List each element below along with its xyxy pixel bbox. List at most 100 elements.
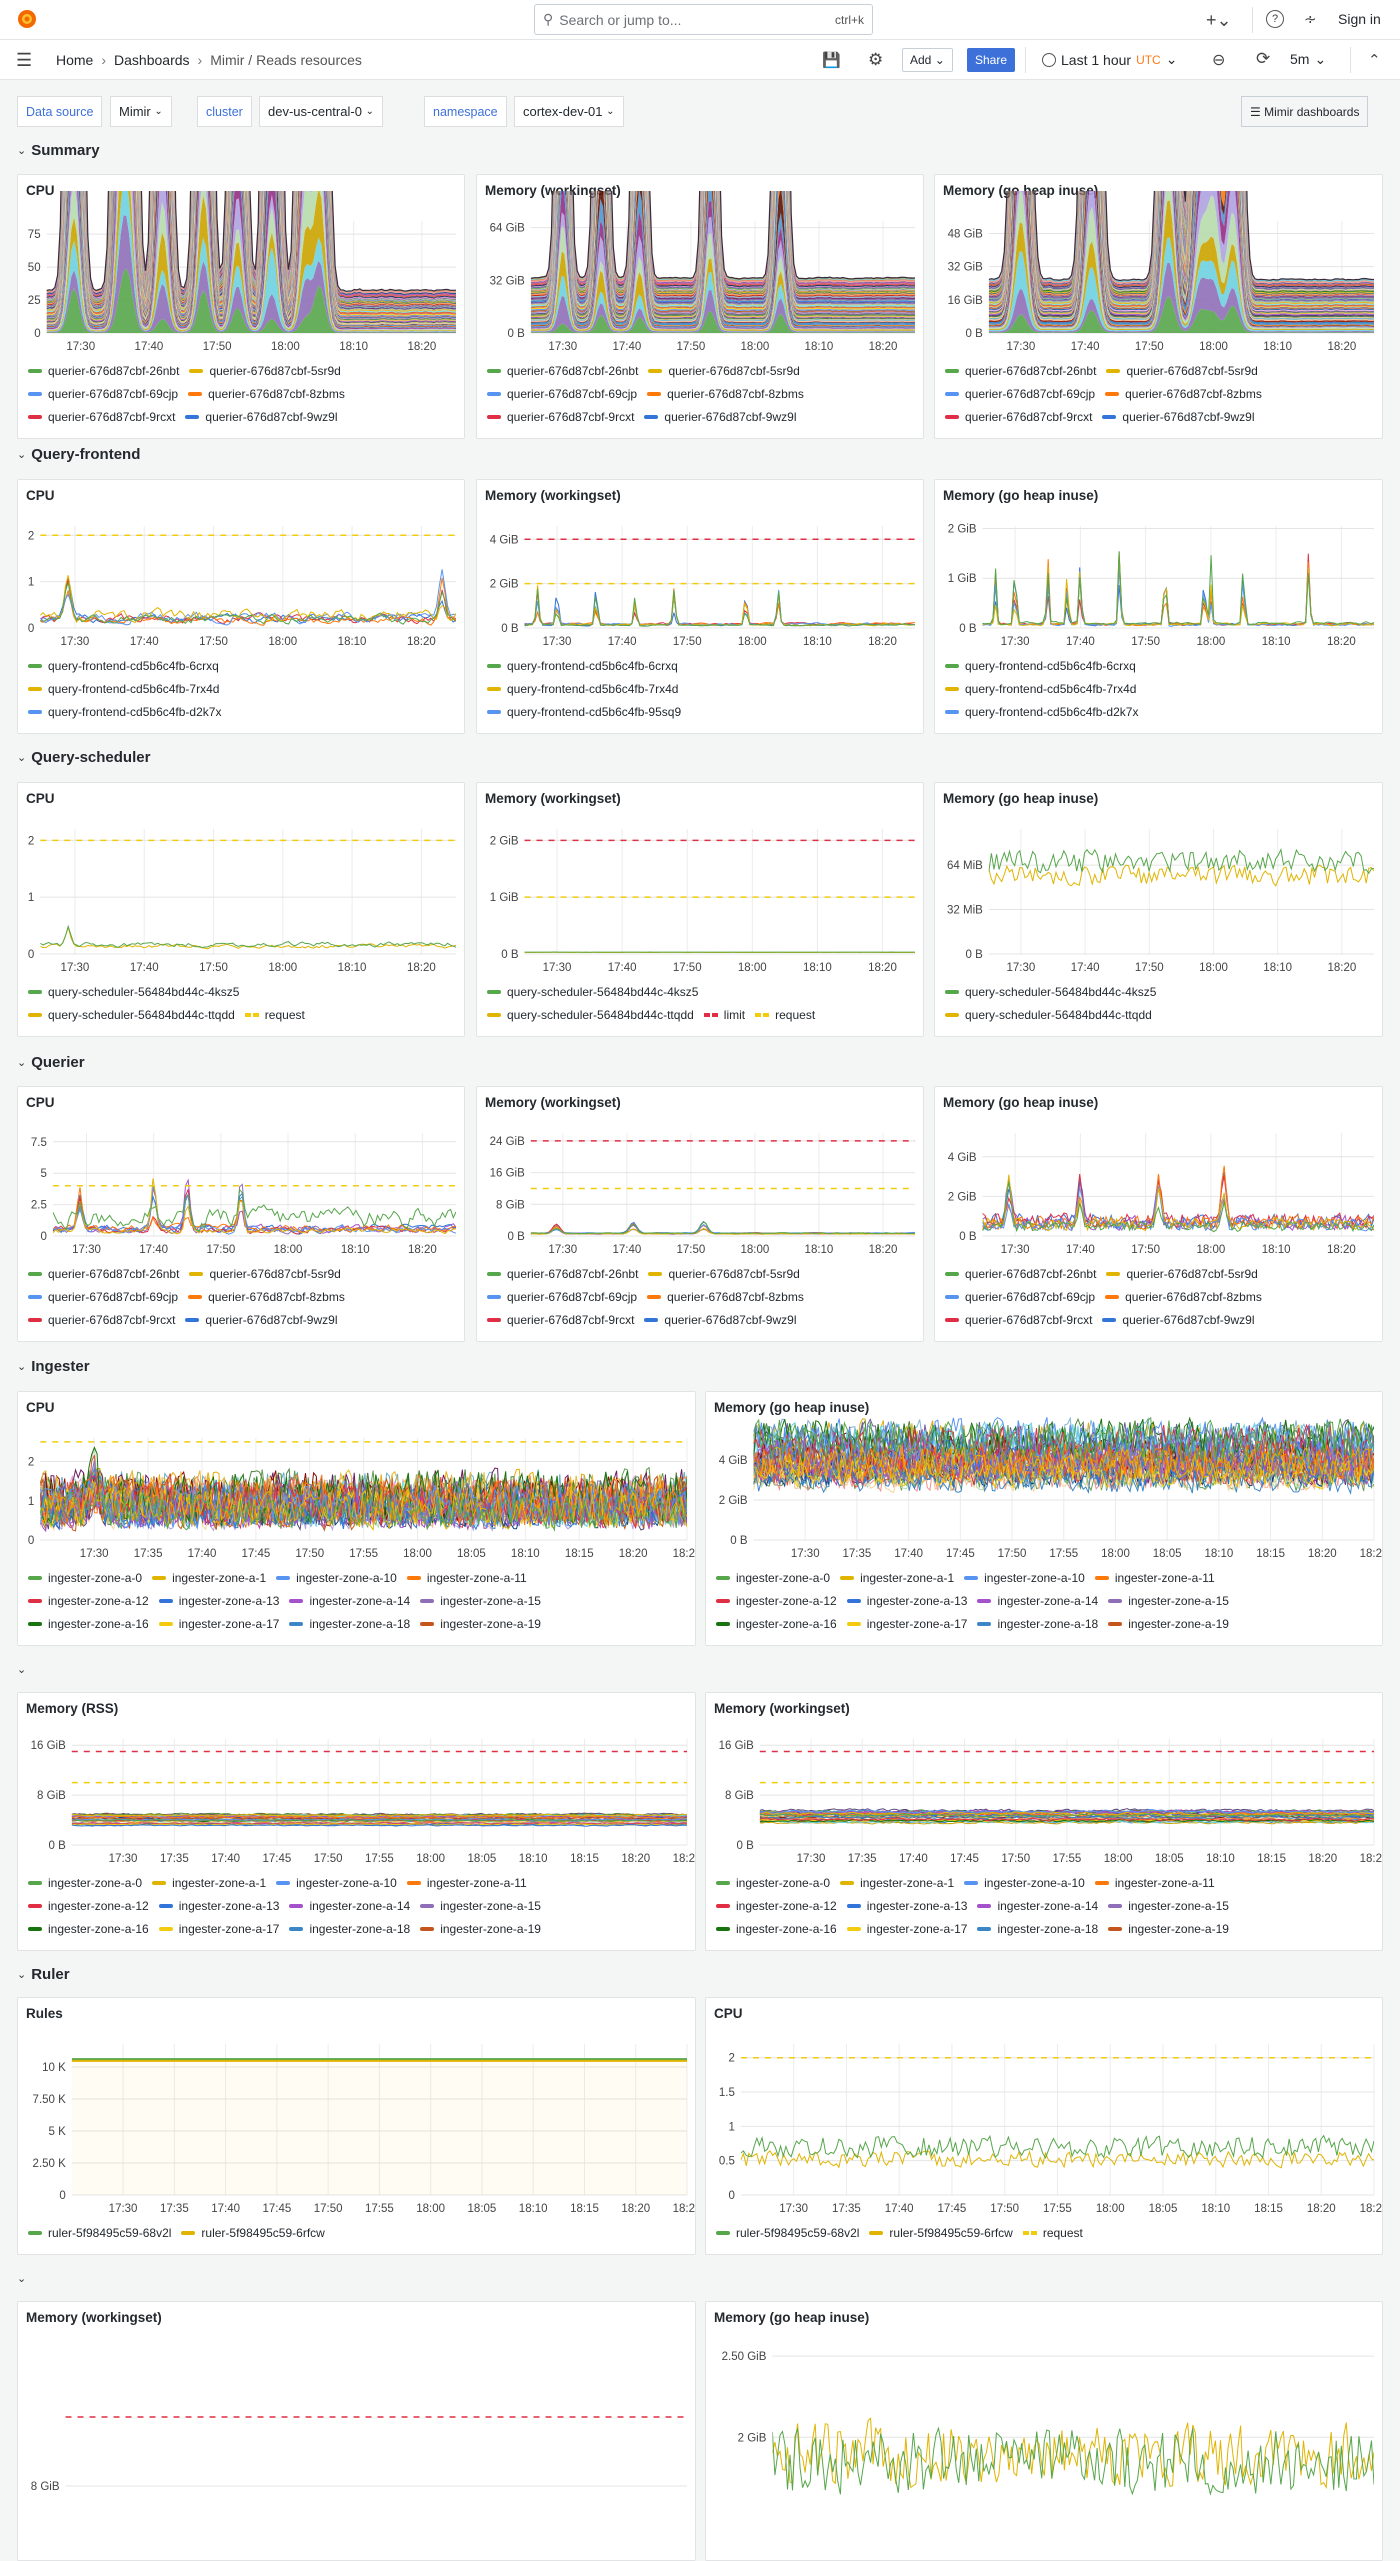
- new-plus-icon[interactable]: +⌄: [1206, 10, 1232, 31]
- legend-item[interactable]: querier-676d87cbf-26nbt: [28, 364, 179, 378]
- legend-item[interactable]: querier-676d87cbf-9rcxt: [945, 410, 1092, 424]
- legend-item[interactable]: ingester-zone-a-14: [977, 1594, 1098, 1608]
- legend-item[interactable]: ingester-zone-a-10: [964, 1876, 1085, 1890]
- legend-item[interactable]: ingester-zone-a-10: [964, 1571, 1085, 1585]
- legend-item[interactable]: ingester-zone-a-15: [1108, 1899, 1229, 1913]
- legend-item[interactable]: querier-676d87cbf-69cjp: [28, 1290, 178, 1304]
- legend-item[interactable]: querier-676d87cbf-5sr9d: [189, 364, 340, 378]
- legend-item[interactable]: querier-676d87cbf-5sr9d: [648, 1267, 799, 1281]
- legend-item[interactable]: ingester-zone-a-17: [847, 1922, 968, 1936]
- legend-item[interactable]: querier-676d87cbf-26nbt: [28, 1267, 179, 1281]
- legend-item[interactable]: querier-676d87cbf-5sr9d: [189, 1267, 340, 1281]
- legend-item[interactable]: querier-676d87cbf-9wz9l: [1102, 1313, 1254, 1327]
- legend-item[interactable]: ingester-zone-a-12: [716, 1594, 837, 1608]
- legend-item[interactable]: querier-676d87cbf-9rcxt: [487, 1313, 634, 1327]
- legend-item[interactable]: querier-676d87cbf-26nbt: [487, 1267, 638, 1281]
- cluster-select[interactable]: dev-us-central-0 ⌄: [259, 96, 383, 127]
- legend-item[interactable]: request: [1023, 2226, 1083, 2240]
- legend-item[interactable]: ingester-zone-a-16: [716, 1617, 837, 1631]
- legend-item[interactable]: ingester-zone-a-14: [289, 1899, 410, 1913]
- legend-item[interactable]: query-scheduler-56484bd44c-4ksz5: [28, 985, 239, 999]
- menu-hamburger-icon[interactable]: ☰: [16, 50, 32, 71]
- row-header-summary[interactable]: ⌄Summary: [17, 140, 100, 160]
- legend-item[interactable]: ruler-5f98495c59-68v2l: [28, 2226, 171, 2240]
- legend-item[interactable]: querier-676d87cbf-8zbms: [1105, 387, 1262, 401]
- legend-item[interactable]: query-frontend-cd5b6c4fb-6crxq: [945, 659, 1136, 673]
- legend-item[interactable]: querier-676d87cbf-5sr9d: [1106, 1267, 1257, 1281]
- legend-item[interactable]: querier-676d87cbf-69cjp: [945, 387, 1095, 401]
- legend-item[interactable]: ingester-zone-a-1: [840, 1571, 954, 1585]
- zoom-out-icon[interactable]: ⊖: [1212, 50, 1225, 70]
- legend-item[interactable]: querier-676d87cbf-26nbt: [945, 364, 1096, 378]
- legend-item[interactable]: ingester-zone-a-18: [977, 1617, 1098, 1631]
- legend-item[interactable]: query-frontend-cd5b6c4fb-95sq9: [487, 705, 681, 719]
- legend-item[interactable]: ingester-zone-a-16: [716, 1922, 837, 1936]
- refresh-interval-picker[interactable]: 5m⌄: [1290, 51, 1326, 68]
- legend-item[interactable]: ingester-zone-a-17: [847, 1617, 968, 1631]
- legend-item[interactable]: ingester-zone-a-15: [420, 1594, 541, 1608]
- legend-item[interactable]: query-scheduler-56484bd44c-4ksz5: [487, 985, 698, 999]
- legend-item[interactable]: query-frontend-cd5b6c4fb-7rx4d: [487, 682, 678, 696]
- legend-item[interactable]: ingester-zone-a-15: [1108, 1594, 1229, 1608]
- legend-item[interactable]: ruler-5f98495c59-6rfcw: [181, 2226, 324, 2240]
- legend-item[interactable]: querier-676d87cbf-69cjp: [945, 1290, 1095, 1304]
- legend-item[interactable]: request: [245, 1008, 305, 1022]
- legend-item[interactable]: ingester-zone-a-19: [420, 1922, 541, 1936]
- legend-item[interactable]: ingester-zone-a-12: [28, 1899, 149, 1913]
- row-header-query-scheduler[interactable]: ⌄Query-scheduler: [17, 747, 150, 767]
- legend-item[interactable]: ingester-zone-a-19: [1108, 1922, 1229, 1936]
- legend-item[interactable]: limit: [704, 1008, 745, 1022]
- legend-item[interactable]: query-frontend-cd5b6c4fb-d2k7x: [28, 705, 221, 719]
- legend-item[interactable]: ruler-5f98495c59-6rfcw: [869, 2226, 1012, 2240]
- legend-item[interactable]: query-frontend-cd5b6c4fb-d2k7x: [945, 705, 1138, 719]
- legend-item[interactable]: ingester-zone-a-1: [152, 1876, 266, 1890]
- legend-item[interactable]: ingester-zone-a-16: [28, 1617, 149, 1631]
- rss-news-icon[interactable]: ∻: [1304, 10, 1317, 28]
- legend-item[interactable]: querier-676d87cbf-9rcxt: [28, 410, 175, 424]
- legend-item[interactable]: querier-676d87cbf-8zbms: [188, 387, 345, 401]
- legend-item[interactable]: query-scheduler-56484bd44c-4ksz5: [945, 985, 1156, 999]
- legend-item[interactable]: query-scheduler-56484bd44c-ttqdd: [28, 1008, 235, 1022]
- legend-item[interactable]: ingester-zone-a-11: [407, 1876, 527, 1890]
- legend-item[interactable]: querier-676d87cbf-8zbms: [647, 1290, 804, 1304]
- legend-item[interactable]: querier-676d87cbf-9wz9l: [185, 1313, 337, 1327]
- legend-item[interactable]: ingester-zone-a-11: [1095, 1571, 1215, 1585]
- breadcrumb-dashboards[interactable]: Dashboards: [114, 52, 190, 68]
- namespace-select[interactable]: cortex-dev-01 ⌄: [514, 96, 624, 127]
- time-range-picker[interactable]: Last 1 hour UTC ⌄: [1042, 51, 1177, 68]
- legend-item[interactable]: ingester-zone-a-11: [407, 1571, 527, 1585]
- legend-item[interactable]: querier-676d87cbf-8zbms: [1105, 1290, 1262, 1304]
- share-button[interactable]: Share: [967, 48, 1015, 72]
- legend-item[interactable]: querier-676d87cbf-9wz9l: [644, 1313, 796, 1327]
- legend-item[interactable]: ingester-zone-a-1: [152, 1571, 266, 1585]
- legend-item[interactable]: query-frontend-cd5b6c4fb-7rx4d: [28, 682, 219, 696]
- sign-in-link[interactable]: Sign in: [1338, 11, 1381, 27]
- legend-item[interactable]: query-frontend-cd5b6c4fb-6crxq: [28, 659, 219, 673]
- legend-item[interactable]: ingester-zone-a-10: [276, 1571, 397, 1585]
- legend-item[interactable]: querier-676d87cbf-26nbt: [945, 1267, 1096, 1281]
- legend-item[interactable]: ingester-zone-a-0: [716, 1571, 830, 1585]
- breadcrumb-home[interactable]: Home: [56, 52, 93, 68]
- legend-item[interactable]: querier-676d87cbf-9rcxt: [945, 1313, 1092, 1327]
- legend-item[interactable]: ingester-zone-a-15: [420, 1899, 541, 1913]
- legend-item[interactable]: ingester-zone-a-1: [840, 1876, 954, 1890]
- settings-gear-icon[interactable]: ⚙: [868, 50, 883, 70]
- legend-item[interactable]: querier-676d87cbf-5sr9d: [1106, 364, 1257, 378]
- row-header-collapsed[interactable]: ⌄: [17, 1659, 31, 1679]
- legend-item[interactable]: ingester-zone-a-14: [977, 1899, 1098, 1913]
- mimir-dashboards-button[interactable]: ☰ Mimir dashboards: [1241, 96, 1368, 127]
- legend-item[interactable]: querier-676d87cbf-9rcxt: [28, 1313, 175, 1327]
- search-input[interactable]: ⚲ Search or jump to... ctrl+k: [534, 4, 873, 35]
- legend-item[interactable]: ingester-zone-a-13: [159, 1899, 280, 1913]
- row-header-query-frontend[interactable]: ⌄Query-frontend: [17, 444, 140, 464]
- legend-item[interactable]: ingester-zone-a-18: [977, 1922, 1098, 1936]
- legend-item[interactable]: ingester-zone-a-17: [159, 1922, 280, 1936]
- save-icon[interactable]: 💾: [822, 51, 841, 69]
- collapse-chevron-up-icon[interactable]: ⌃: [1368, 51, 1381, 69]
- legend-item[interactable]: ingester-zone-a-13: [847, 1899, 968, 1913]
- add-button[interactable]: Add ⌄: [902, 48, 953, 72]
- legend-item[interactable]: ingester-zone-a-19: [420, 1617, 541, 1631]
